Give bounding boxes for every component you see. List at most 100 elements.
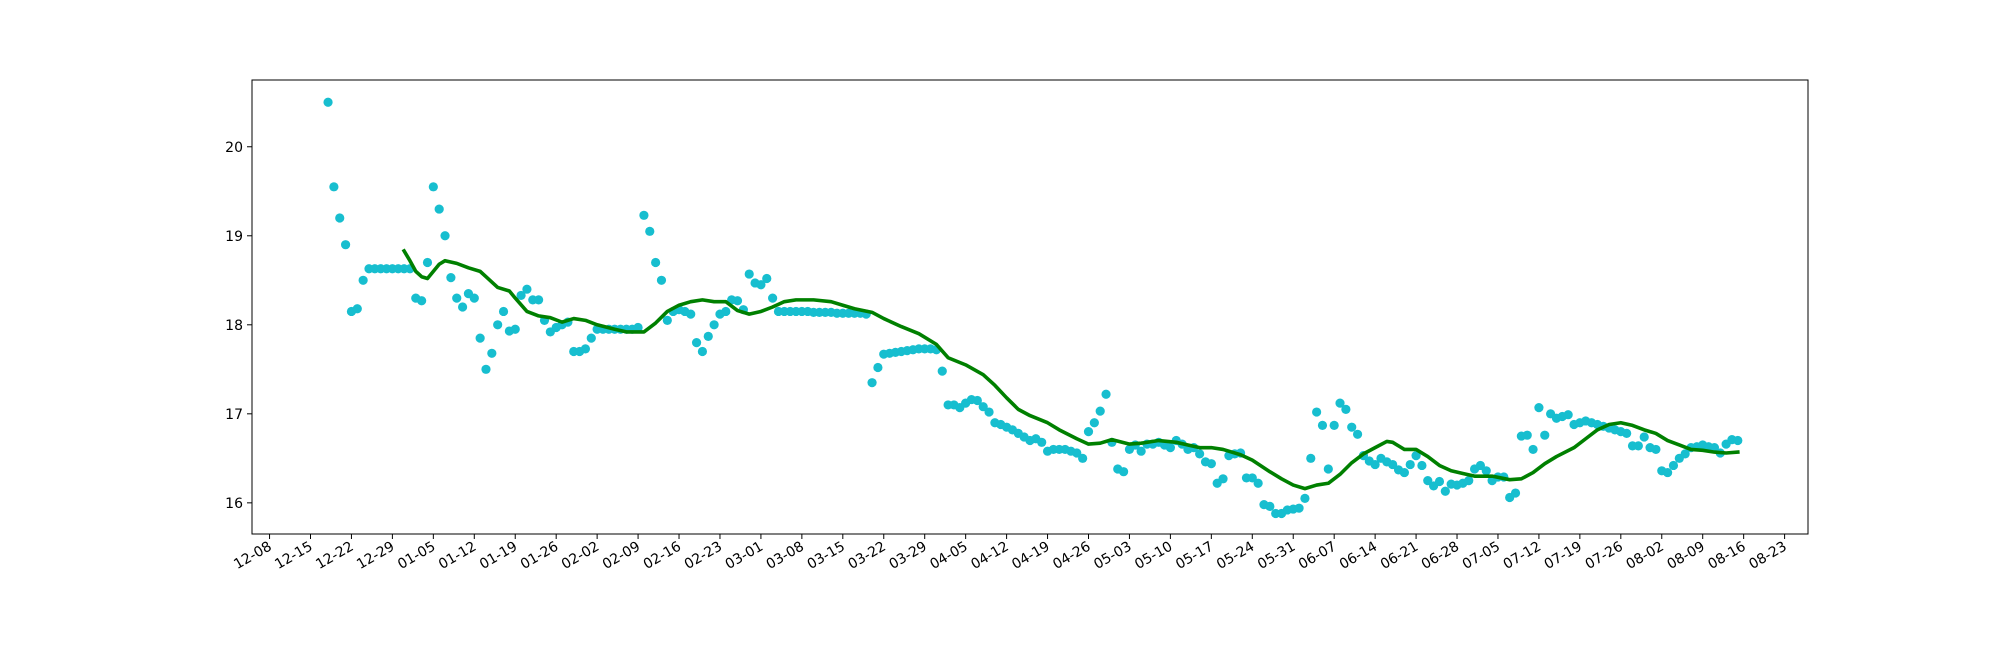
- scatter-point: [1540, 430, 1550, 440]
- scatter-point: [1464, 475, 1474, 486]
- scatter-point: [1633, 441, 1643, 451]
- scatter-point: [1639, 432, 1649, 442]
- scatter-point: [1522, 430, 1532, 440]
- scatter-point: [446, 273, 456, 283]
- scatter-point: [440, 231, 450, 241]
- scatter-point: [1195, 449, 1205, 459]
- y-tick-label: 19: [225, 229, 243, 245]
- scatter-point: [1370, 459, 1380, 470]
- scatter-point: [656, 275, 667, 285]
- scatter-point: [1440, 486, 1450, 496]
- scatter-point: [633, 322, 643, 333]
- plot-border: [251, 79, 1809, 535]
- scatter-point: [481, 364, 491, 374]
- scatter-point: [1317, 420, 1328, 430]
- scatter-point: [984, 407, 994, 417]
- scatter-point: [1078, 453, 1088, 463]
- scatter-point: [469, 293, 479, 303]
- scatter-point: [756, 280, 766, 290]
- scatter-point: [762, 273, 772, 284]
- scatter-point: [323, 97, 333, 107]
- scatter-point: [645, 226, 655, 236]
- scatter-point: [873, 362, 883, 373]
- scatter-point: [1411, 451, 1421, 461]
- scatter-point: [428, 182, 438, 192]
- scatter-point: [1563, 410, 1573, 420]
- scatter-point: [937, 366, 947, 376]
- scatter-point: [867, 378, 877, 388]
- scatter-point: [329, 182, 339, 192]
- scatter-point: [1265, 501, 1275, 511]
- y-tick-label: 20: [225, 140, 243, 156]
- scatter-point: [580, 344, 591, 354]
- y-tick-label: 17: [225, 407, 243, 423]
- scatter-point: [1218, 474, 1228, 484]
- y-axis: 16 17 18 19 20: [225, 140, 252, 512]
- scatter-point: [493, 320, 503, 330]
- scatter-point: [1405, 459, 1415, 470]
- scatter-point: [522, 284, 532, 294]
- scatter-point: [1118, 467, 1129, 477]
- scatter-point: [1651, 444, 1661, 455]
- scatter-point: [703, 331, 713, 341]
- scatter-point: [1294, 503, 1304, 513]
- scatter-point: [639, 210, 649, 220]
- scatter-point: [1206, 459, 1216, 469]
- scatter-point: [498, 306, 509, 317]
- scatter-point: [1423, 475, 1433, 486]
- scatter-point: [1335, 398, 1345, 408]
- scatter-point: [1481, 466, 1491, 476]
- scatter-point: [1037, 437, 1047, 447]
- scatter-point: [691, 338, 702, 348]
- scatter-point: [1101, 389, 1111, 399]
- scatter-point: [744, 269, 754, 279]
- scatter-point: [586, 333, 596, 343]
- scatter-point: [335, 213, 345, 223]
- scatter-point: [721, 306, 731, 317]
- scatter-point: [352, 304, 362, 314]
- scatter-point: [1165, 443, 1175, 453]
- scatter-point: [1352, 429, 1363, 439]
- plot-area: [252, 80, 1808, 534]
- scatter-point: [686, 309, 696, 319]
- scatter-point: [1247, 473, 1257, 483]
- scatter-point: [1136, 446, 1146, 456]
- scatter-point: [1083, 427, 1094, 437]
- y-tick-label: 18: [225, 318, 243, 334]
- scatter-point: [1534, 402, 1544, 413]
- trend-line-series: [401, 248, 1740, 491]
- scatter-point: [1323, 464, 1333, 474]
- scatter-point: [475, 333, 485, 343]
- scatter-point: [1095, 406, 1105, 416]
- scatter-point: [510, 324, 520, 334]
- scatter-point: [1434, 476, 1445, 487]
- y-tick-label: 16: [225, 496, 243, 512]
- scatter-point: [1300, 493, 1310, 503]
- scatter-point: [417, 296, 427, 306]
- scatter-point: [1388, 459, 1398, 470]
- scatter-point: [1089, 418, 1099, 428]
- scatter-point: [434, 204, 444, 214]
- scatter-point: [452, 293, 462, 303]
- scatter-point: [340, 240, 351, 250]
- scatter-point: [697, 346, 708, 357]
- scatter-point: [1417, 460, 1427, 471]
- scatter-point: [516, 290, 526, 301]
- scatter-point: [1733, 435, 1743, 446]
- scatter-point: [1668, 460, 1679, 471]
- scatter-point: [1528, 444, 1538, 455]
- scatter-point: [487, 348, 497, 358]
- scatter-point: [1072, 448, 1082, 458]
- scatter-point: [1312, 407, 1322, 417]
- scatter-point: [768, 293, 778, 303]
- scatter-point: [457, 302, 468, 312]
- scatter-point: [651, 257, 661, 268]
- scatter-point: [1341, 404, 1351, 414]
- scatter-point: [709, 320, 719, 330]
- scatter-point: [1399, 467, 1409, 478]
- scatter-point: [1510, 488, 1521, 498]
- scatter-point: [978, 402, 988, 412]
- scatter-point: [972, 395, 982, 406]
- scatter-point: [732, 296, 743, 306]
